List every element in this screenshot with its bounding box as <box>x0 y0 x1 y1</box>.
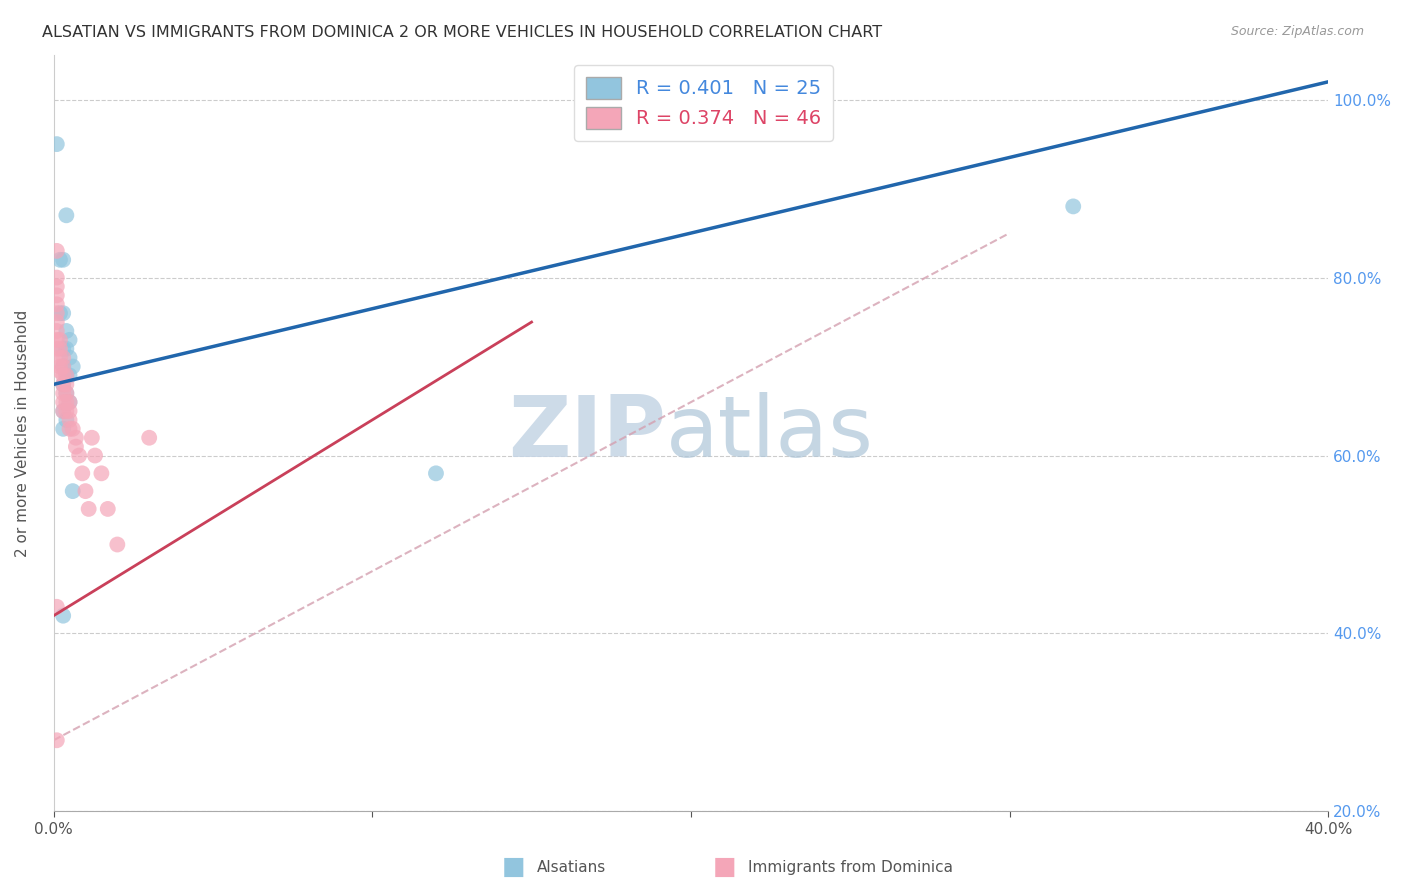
Point <box>52 359 75 374</box>
Legend: R = 0.401   N = 25, R = 0.374   N = 46: R = 0.401 N = 25, R = 0.374 N = 46 <box>574 65 834 141</box>
Point <box>55 404 77 418</box>
Point <box>45 324 67 338</box>
Point <box>52 359 75 374</box>
Point <box>75 484 97 499</box>
Point <box>45 733 67 747</box>
Point <box>90 467 112 481</box>
Text: Immigrants from Dominica: Immigrants from Dominica <box>748 860 953 874</box>
Point <box>52 342 75 356</box>
Point <box>77 502 100 516</box>
Point <box>58 395 80 409</box>
Point <box>425 467 447 481</box>
Point <box>52 404 75 418</box>
Point <box>49 359 72 374</box>
Point <box>45 315 67 329</box>
Point <box>58 395 80 409</box>
Point <box>62 359 84 374</box>
Text: Source: ZipAtlas.com: Source: ZipAtlas.com <box>1230 25 1364 38</box>
Point <box>55 377 77 392</box>
Point <box>45 279 67 293</box>
Point <box>45 306 67 320</box>
Point <box>45 244 67 258</box>
Point <box>52 422 75 436</box>
Text: ALSATIAN VS IMMIGRANTS FROM DOMINICA 2 OR MORE VEHICLES IN HOUSEHOLD CORRELATION: ALSATIAN VS IMMIGRANTS FROM DOMINICA 2 O… <box>42 25 883 40</box>
Point <box>58 351 80 365</box>
Point <box>52 386 75 401</box>
Point <box>55 386 77 401</box>
Point <box>45 288 67 302</box>
Point <box>58 422 80 436</box>
Point <box>52 377 75 392</box>
Text: ■: ■ <box>713 855 735 879</box>
Point <box>45 270 67 285</box>
Point <box>58 404 80 418</box>
Point <box>49 351 72 365</box>
Point <box>52 395 75 409</box>
Point <box>55 208 77 222</box>
Point <box>45 599 67 614</box>
Text: ZIP: ZIP <box>508 392 665 475</box>
Point <box>55 342 77 356</box>
Text: ■: ■ <box>502 855 524 879</box>
Point <box>58 368 80 383</box>
Point <box>52 608 75 623</box>
Point <box>45 342 67 356</box>
Point <box>1062 199 1084 213</box>
Point <box>84 449 107 463</box>
Point <box>72 467 94 481</box>
Point <box>55 413 77 427</box>
Point <box>49 364 72 378</box>
Point <box>52 306 75 320</box>
Point <box>58 413 80 427</box>
Point <box>49 333 72 347</box>
Point <box>55 386 77 401</box>
Point <box>67 449 90 463</box>
Y-axis label: 2 or more Vehicles in Household: 2 or more Vehicles in Household <box>15 310 30 557</box>
Point <box>52 377 75 392</box>
Point <box>62 484 84 499</box>
Point <box>45 297 67 311</box>
Point <box>55 324 77 338</box>
Point <box>49 252 72 267</box>
Point <box>58 333 80 347</box>
Point <box>65 431 87 445</box>
Point <box>52 252 75 267</box>
Point <box>45 333 67 347</box>
Point <box>52 368 75 383</box>
Point <box>138 431 160 445</box>
Point <box>52 351 75 365</box>
Point <box>105 537 128 551</box>
Text: atlas: atlas <box>665 392 873 475</box>
Point <box>52 404 75 418</box>
Point <box>55 368 77 383</box>
Point <box>80 431 103 445</box>
Point <box>49 306 72 320</box>
Point <box>55 368 77 383</box>
Point <box>49 342 72 356</box>
Point <box>55 395 77 409</box>
Point <box>45 137 67 152</box>
Point <box>65 440 87 454</box>
Text: Alsatians: Alsatians <box>537 860 606 874</box>
Point <box>97 502 120 516</box>
Point <box>62 422 84 436</box>
